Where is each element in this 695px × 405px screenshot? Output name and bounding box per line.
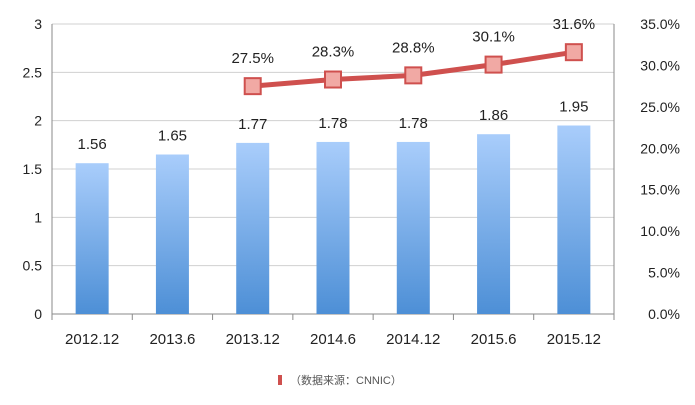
y-left-tick-label: 0 — [34, 306, 42, 322]
line-point-marker — [243, 77, 262, 96]
line-data-label: 31.6% — [553, 16, 596, 33]
y-left-tick-label: 2.5 — [23, 64, 43, 80]
line-data-label: 27.5% — [231, 50, 274, 67]
line-point-marker — [324, 70, 342, 89]
line-point-marker — [484, 55, 503, 74]
bar-data-label: 1.65 — [158, 128, 187, 145]
x-tick-label: 2013.12 — [226, 331, 280, 348]
line-series — [243, 43, 583, 96]
y-right-tick-label: 30.0% — [640, 57, 680, 73]
line-data-label: 28.8% — [392, 39, 435, 56]
x-tick-label: 2012.12 — [65, 331, 119, 348]
x-tick-label: 2014.12 — [386, 331, 440, 348]
data-labels: 1.56 1.65 1.77 1.78 1.78 1.86 1.95 27.5% 28.3% 28… — [78, 16, 596, 153]
line-data-label: 28.3% — [312, 44, 355, 61]
y-right-tick-label: 10.0% — [640, 223, 680, 239]
bar — [477, 134, 511, 314]
y-left-tick-label: 0.5 — [23, 258, 43, 274]
bar — [396, 141, 430, 314]
bar — [316, 141, 350, 314]
y-right-tick-label: 25.0% — [640, 99, 680, 115]
bar — [75, 163, 109, 314]
bar-data-label: 1.86 — [479, 107, 508, 124]
y-right-tick-label: 0.0% — [648, 306, 680, 322]
line-point-marker — [404, 66, 423, 85]
legend: （数据来源：CNNIC） — [278, 373, 402, 387]
y-left-tick-label: 3 — [34, 16, 42, 32]
x-tick-label: 2015.6 — [471, 331, 517, 348]
y-right-tick-label: 35.0% — [640, 16, 680, 32]
bar — [236, 142, 270, 314]
y-right-tick-label: 20.0% — [640, 140, 680, 156]
y-right-tick-label: 5.0% — [648, 265, 680, 281]
bar — [557, 125, 591, 314]
line-data-label: 30.1% — [472, 29, 515, 46]
bar-data-label: 1.56 — [78, 136, 107, 153]
bar-data-label: 1.78 — [318, 115, 347, 132]
line-point-marker — [564, 43, 583, 62]
bar-data-label: 1.77 — [238, 116, 267, 133]
bar-series — [75, 125, 591, 314]
y-right-tick-label: 15.0% — [640, 182, 680, 198]
y-left-tick-label: 1 — [34, 209, 42, 225]
bar — [155, 154, 189, 314]
axes: 00.511.522.530.0%5.0%10.0%15.0%20.0%25.0… — [23, 16, 680, 348]
y-left-tick-label: 1.5 — [23, 161, 43, 177]
bar-data-label: 1.78 — [399, 115, 428, 132]
bar-data-label: 1.95 — [559, 99, 588, 116]
y-left-tick-label: 2 — [34, 113, 42, 129]
x-tick-label: 2013.6 — [149, 331, 195, 348]
legend-swatch — [278, 375, 282, 385]
x-tick-label: 2014.6 — [310, 331, 356, 348]
legend-text: （数据来源：CNNIC） — [290, 373, 402, 387]
x-tick-label: 2015.12 — [547, 331, 601, 348]
